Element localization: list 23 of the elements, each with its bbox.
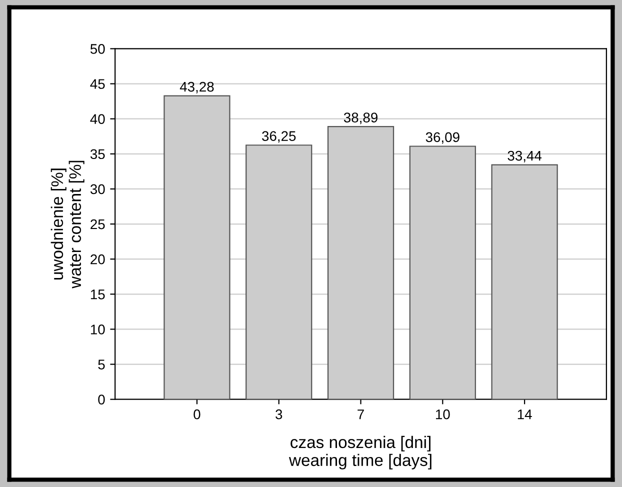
x-tick-label: 3	[276, 409, 282, 420]
y-tick-label: 50	[90, 44, 105, 54]
y-tick-label: 15	[90, 290, 105, 300]
y-tick-label: 20	[90, 254, 105, 264]
x-axis-title: czas noszenia [dni] wearing time [days]	[288, 436, 432, 470]
y-tick-label: 45	[90, 79, 105, 89]
x-tick-label: 10	[436, 409, 450, 420]
x-tick-label: 7	[358, 410, 364, 420]
data-label: 36,09	[426, 132, 460, 144]
y-axis-title: uwodnienie [%] water content [%]	[50, 160, 84, 288]
y-tick-label: 10	[90, 324, 105, 334]
x-tick-label: 0	[194, 409, 200, 420]
data-label: 43,28	[180, 82, 214, 94]
data-label: 38,89	[344, 112, 378, 124]
data-label: 36,25	[262, 131, 296, 143]
data-label: 33,44	[508, 150, 542, 162]
y-tick-label: 30	[90, 184, 105, 194]
y-tick-label: 5	[98, 360, 105, 370]
y-tick-label: 25	[90, 219, 105, 230]
y-tick-label: 0	[98, 394, 105, 405]
y-tick-label: 35	[90, 149, 105, 160]
x-tick-label: 14	[518, 410, 532, 420]
y-tick-label: 40	[90, 114, 105, 124]
